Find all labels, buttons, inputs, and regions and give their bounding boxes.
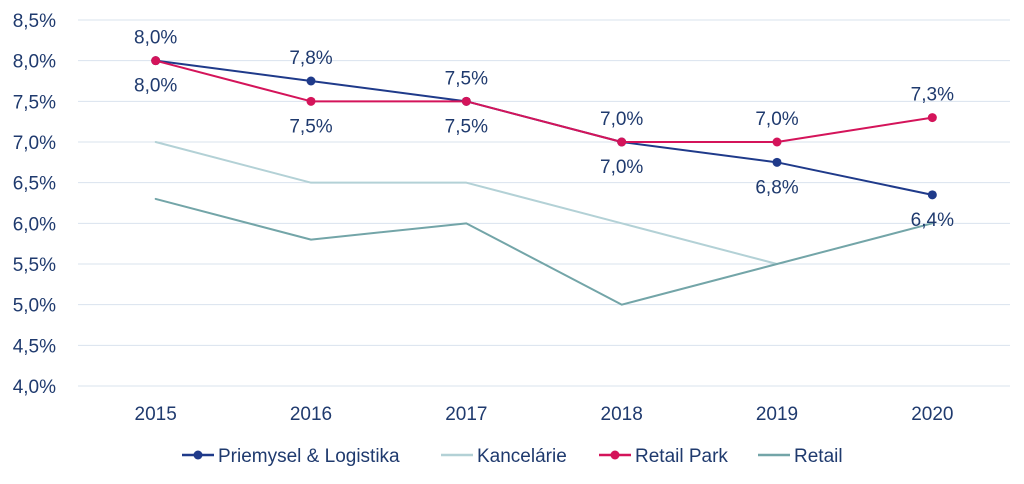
- data-label: 7,5%: [289, 116, 332, 137]
- y-tick-label: 4,0%: [13, 377, 56, 398]
- data-point-marker: [306, 76, 316, 86]
- legend-item: Retail Park: [599, 446, 728, 467]
- series-markers: [151, 56, 937, 200]
- y-tick-label: 5,5%: [13, 255, 56, 276]
- legend: Priemysel & Logistika Kancelárie Retail Pa…: [182, 446, 843, 467]
- data-label: 7,5%: [445, 68, 488, 89]
- series-line-1: [154, 141, 778, 265]
- gridlines: [78, 19, 1010, 387]
- data-label: 7,0%: [600, 157, 643, 178]
- legend-label: Retail: [794, 446, 843, 467]
- data-point-marker: [772, 157, 782, 167]
- y-tick-label: 7,5%: [13, 92, 56, 113]
- data-point-marker: [306, 96, 316, 106]
- legend-label: Kancelárie: [477, 446, 567, 467]
- x-axis-ticks: 2015 2016 2017 2018 2019 2020: [135, 404, 954, 425]
- x-tick-label: 2015: [135, 404, 177, 425]
- data-label: 7,0%: [755, 109, 798, 130]
- data-label: 8,0%: [134, 76, 177, 97]
- data-point-marker: [151, 56, 161, 66]
- data-label: 7,0%: [600, 109, 643, 130]
- y-tick-label: 6,5%: [13, 174, 56, 195]
- y-tick-label: 5,0%: [13, 296, 56, 317]
- data-label: 7,8%: [289, 48, 332, 69]
- series-line-3: [154, 197, 934, 306]
- data-label: 6,8%: [755, 177, 798, 198]
- data-point-marker: [617, 137, 627, 147]
- data-label: 7,3%: [911, 85, 954, 106]
- y-tick-label: 8,0%: [13, 52, 56, 73]
- data-point-marker: [927, 190, 937, 200]
- x-tick-label: 2016: [290, 404, 332, 425]
- series-line-0: [154, 59, 934, 196]
- data-label: 6,4%: [911, 210, 954, 231]
- data-label: 7,5%: [445, 116, 488, 137]
- legend-item: Kancelárie: [441, 446, 567, 467]
- series-line-2: [154, 59, 934, 143]
- y-axis-ticks: 4,0% 4,5% 5,0% 5,5% 6,0% 6,5% 7,0% 7,5% 8,0% 8,5%: [13, 11, 56, 398]
- x-tick-label: 2019: [756, 404, 798, 425]
- data-point-marker: [772, 137, 782, 147]
- legend-marker: [193, 450, 203, 460]
- legend-item: Retail: [758, 446, 843, 467]
- y-tick-label: 4,5%: [13, 336, 56, 357]
- legend-item: Priemysel & Logistika: [182, 446, 400, 467]
- legend-marker: [610, 450, 620, 460]
- series-lines: [154, 59, 934, 306]
- data-label: 8,0%: [134, 28, 177, 49]
- x-tick-label: 2017: [445, 404, 487, 425]
- y-tick-label: 7,0%: [13, 133, 56, 154]
- x-tick-label: 2020: [911, 404, 953, 425]
- x-tick-label: 2018: [601, 404, 643, 425]
- legend-label: Priemysel & Logistika: [218, 446, 400, 467]
- data-labels: 8,0% 7,8% 7,5% 7,0% 6,8% 6,4% 8,0% 7,5% 7,5% 7,0%…: [134, 28, 954, 231]
- data-point-marker: [927, 113, 937, 123]
- y-tick-label: 8,5%: [13, 11, 56, 32]
- y-tick-label: 6,0%: [13, 214, 56, 235]
- data-point-marker: [461, 96, 471, 106]
- legend-label: Retail Park: [635, 446, 728, 467]
